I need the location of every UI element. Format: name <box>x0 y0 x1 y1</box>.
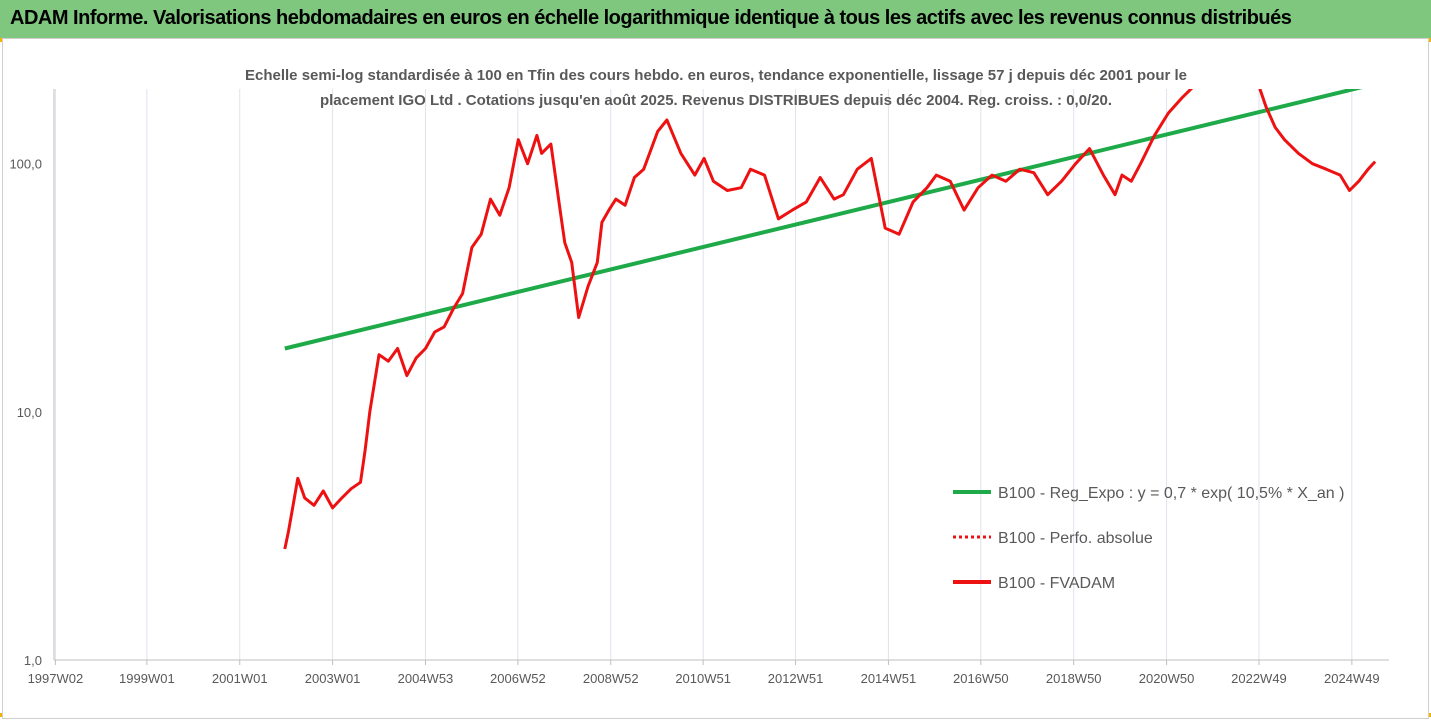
y-tick-label-2: 100,0 <box>9 157 42 172</box>
series-line-0 <box>284 89 1363 351</box>
x-tick-label-2: 2001W01 <box>212 671 268 686</box>
series-layer <box>283 72 1377 550</box>
x-tick-label-3: 2003W01 <box>305 671 361 686</box>
x-tick-label-6: 2008W52 <box>583 671 639 686</box>
x-tick-labels: 1997W02 1999W01 2001W01 2003W01 2004W53 2006W… <box>28 671 1380 686</box>
x-tick-label-5: 2006W52 <box>490 671 546 686</box>
x-tick-label-12: 2020W50 <box>1139 671 1195 686</box>
y-tick-labels: 1,0 10,0 100,0 <box>9 157 42 668</box>
chart-subtitle-line1: Echelle semi-log standardisée à 100 en T… <box>245 67 1187 84</box>
y-tick-label-0: 1,0 <box>24 653 42 668</box>
x-tick-label-9: 2014W51 <box>861 671 917 686</box>
chart-frame: 1,0 10,0 100,0 1997W02 1999W01 2001W01 2003W0… <box>2 38 1429 719</box>
chart-svg: 1,0 10,0 100,0 1997W02 1999W01 2001W01 2003W0… <box>9 67 1389 686</box>
header-title: ADAM Informe. Valorisations hebdomadaire… <box>10 7 1292 29</box>
legend-label-0: B100 - Reg_Expo : y = 0,7 * exp( 10,5% *… <box>998 485 1344 502</box>
x-tick-label-14: 2024W49 <box>1324 671 1380 686</box>
legend-label-1: B100 - Perfo. absolue <box>998 530 1153 547</box>
x-tick-label-13: 2022W49 <box>1231 671 1287 686</box>
y-tick-label-1: 10,0 <box>17 405 42 420</box>
legend-label-2: B100 - FVADAM <box>998 575 1115 592</box>
legend: B100 - Reg_Expo : y = 0,7 * exp( 10,5% *… <box>953 485 1344 592</box>
grid-layer <box>54 89 1353 665</box>
x-tick-label-7: 2010W51 <box>675 671 731 686</box>
header-bar: ADAM Informe. Valorisations hebdomadaire… <box>0 0 1431 39</box>
x-tick-label-1: 1999W01 <box>119 671 175 686</box>
x-tick-label-8: 2012W51 <box>768 671 824 686</box>
chart-subtitle-line2: placement IGO Ltd . Cotations jusqu'en a… <box>320 92 1112 109</box>
x-tick-label-10: 2016W50 <box>953 671 1009 686</box>
x-tick-label-4: 2004W53 <box>398 671 454 686</box>
x-tick-label-0: 1997W02 <box>28 671 84 686</box>
series-line-2 <box>283 89 1377 550</box>
x-tick-label-11: 2018W50 <box>1046 671 1102 686</box>
series-line-1 <box>1213 72 1266 84</box>
